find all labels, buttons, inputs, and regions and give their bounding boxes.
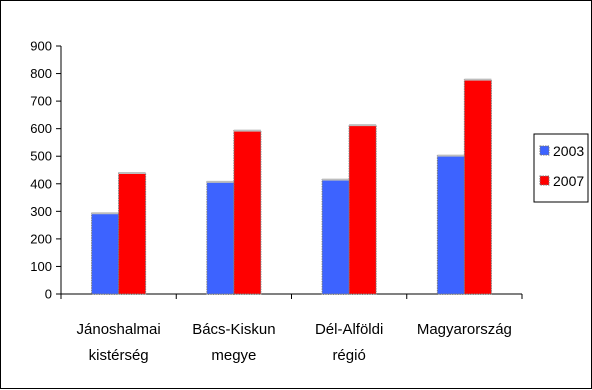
bar-2007 (118, 172, 147, 295)
legend-label-2007: 2007 (553, 173, 584, 189)
y-tick-label: 600 (30, 121, 52, 136)
bar-2003 (321, 179, 350, 295)
bar-2003 (91, 212, 120, 295)
y-tick-label: 800 (30, 66, 52, 81)
bar-2003 (206, 181, 235, 295)
x-category-label: kistérség (89, 347, 149, 364)
bar-2007 (348, 124, 377, 295)
y-tick-label: 300 (30, 204, 52, 219)
x-category-label: Jánoshalmai (77, 321, 161, 338)
y-tick-label: 900 (30, 39, 52, 54)
bar-2007 (233, 130, 262, 295)
x-category-label: Magyarország (417, 321, 512, 338)
y-tick-label: 400 (30, 176, 52, 191)
bar-2003 (436, 155, 465, 295)
y-tick-label: 500 (30, 149, 52, 164)
x-category-label: megye (211, 347, 256, 364)
x-category-label: Bács-Kiskun (192, 321, 275, 338)
y-tick-label: 0 (45, 287, 52, 302)
bar-2007 (463, 79, 492, 295)
legend-box (533, 133, 589, 203)
legend-swatch-2003 (539, 145, 550, 156)
x-category-label: Dél-Alföldi (315, 321, 383, 338)
y-tick-label: 100 (30, 259, 52, 274)
legend-swatch-2007 (539, 175, 550, 186)
y-tick-label: 200 (30, 231, 52, 246)
legend-label-2003: 2003 (553, 143, 584, 159)
x-category-label: régió (332, 347, 365, 364)
y-tick-label: 700 (30, 94, 52, 109)
